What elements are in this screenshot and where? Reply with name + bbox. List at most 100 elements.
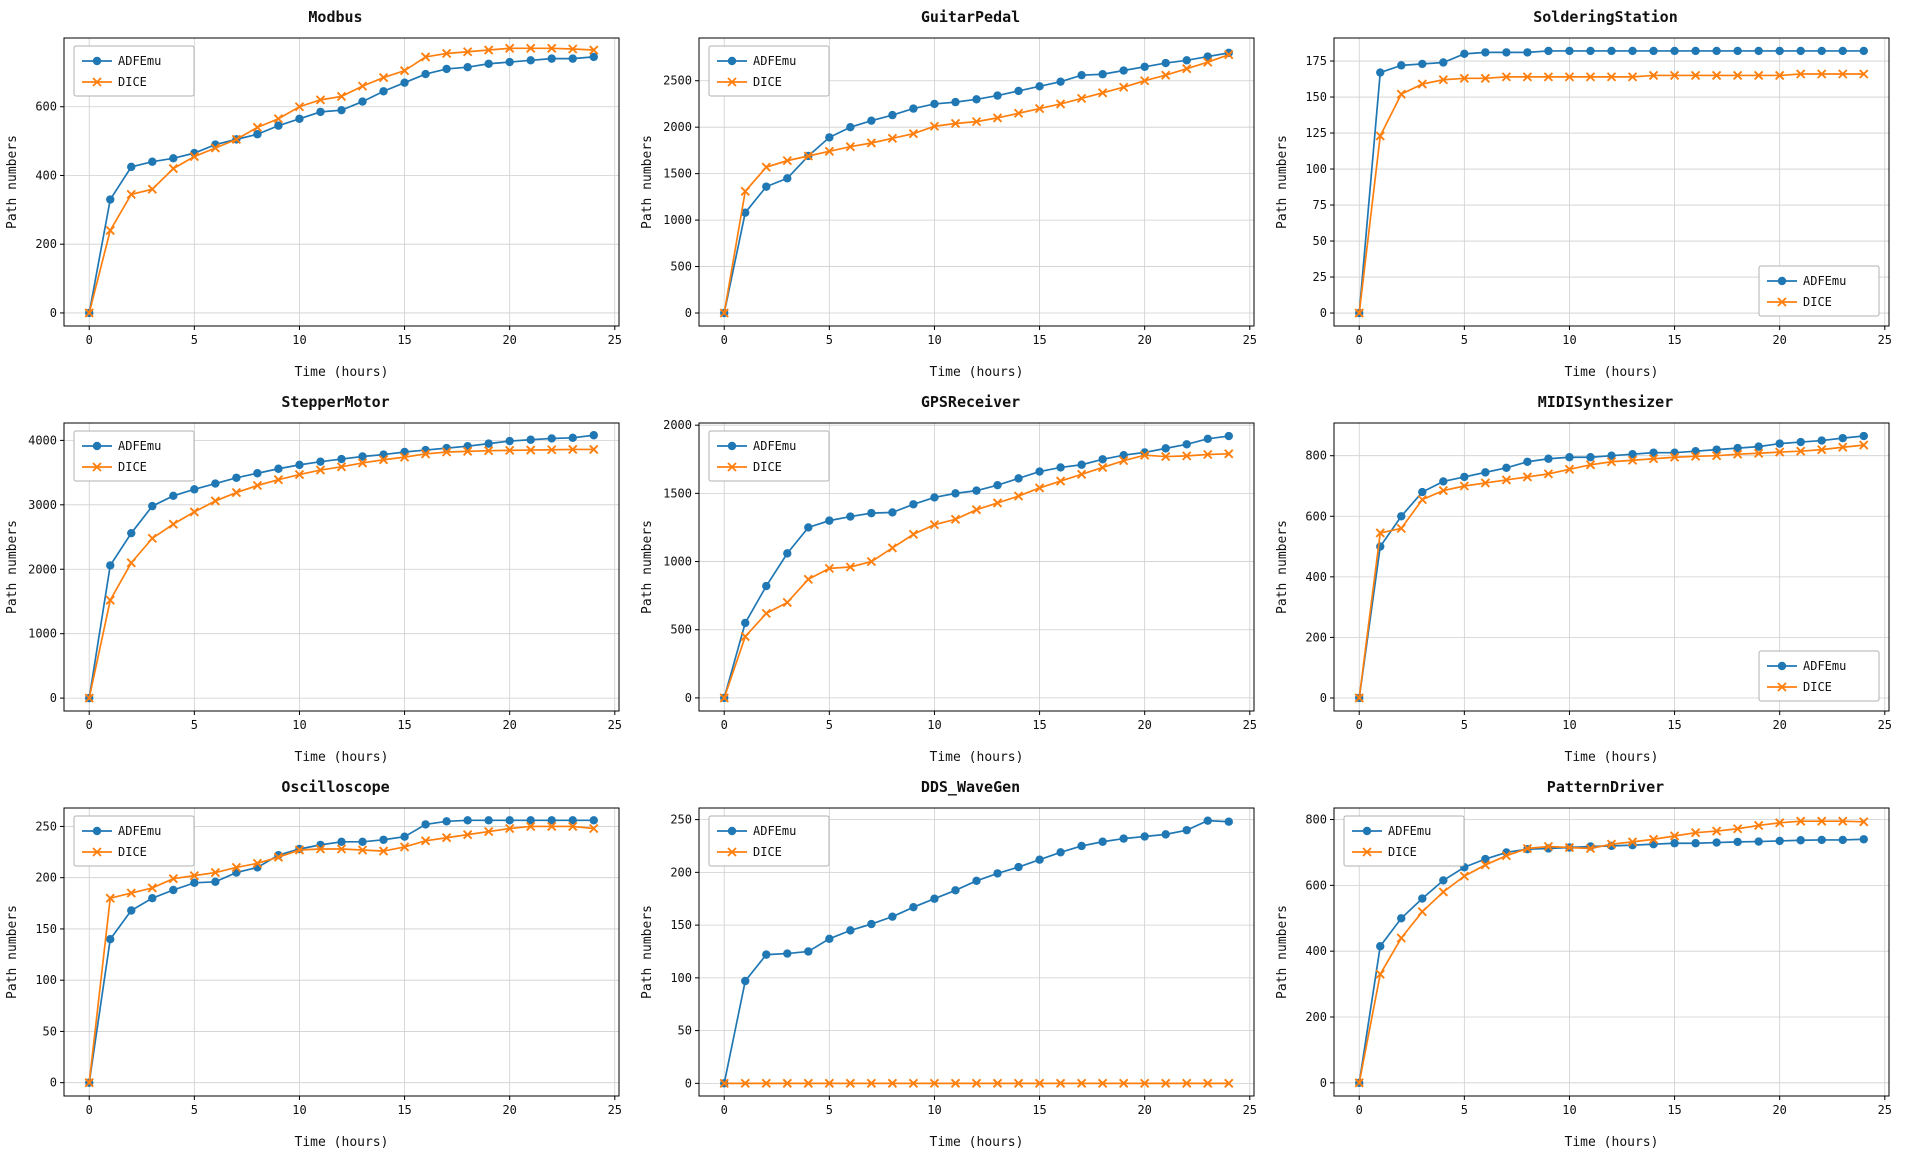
marker-circle [92,441,102,451]
marker-circle [825,934,834,944]
x-axis-label: Time (hours) [295,750,389,765]
marker-circle [1712,46,1721,56]
marker-x [1375,131,1385,141]
tick-label-y: 0 [1320,691,1327,705]
marker-circle [846,122,855,132]
marker-circle [442,817,451,826]
tick-label-x: 10 [927,1103,941,1117]
tick-label-y: 250 [670,813,692,827]
tick-label-y: 75 [1313,198,1327,212]
marker-circle [1439,477,1448,486]
tick-label-y: 0 [685,1076,692,1090]
tick-label-y: 200 [1305,630,1327,644]
marker-x [845,562,856,572]
marker-x [866,556,877,567]
marker-circle [1014,862,1023,872]
tick-label-y: 150 [670,918,692,932]
tick-label-y: 1000 [28,627,57,641]
marker-circle [804,947,813,956]
marker-x [483,446,494,456]
marker-x [1775,447,1785,457]
marker-x [740,631,750,642]
marker-circle [1796,836,1805,845]
tick-label-y: 1500 [663,167,692,181]
marker-x [1501,475,1512,485]
marker-circle [1397,512,1406,521]
marker-circle [1418,894,1427,903]
marker-x [1501,72,1512,82]
marker-circle [1607,46,1616,56]
marker-x [1182,1078,1192,1089]
marker-x [1459,871,1470,881]
x-axis-label: Time (hours) [1565,365,1659,380]
marker-x [1606,72,1617,82]
marker-circle [1481,48,1490,57]
tick-label-y: 600 [35,100,57,114]
marker-circle [1397,914,1406,923]
marker-x [1438,485,1448,496]
tick-label-x: 0 [721,718,728,732]
marker-circle [741,208,750,217]
axes-frame [63,422,620,712]
tick-label-y: 50 [1313,234,1327,248]
marker-x [252,480,263,491]
x-axis-label: Time (hours) [295,1135,389,1150]
marker-circle [1712,445,1721,454]
marker-circle [1481,468,1490,477]
marker-x [1076,469,1087,479]
marker-x [908,1078,919,1089]
marker-circle [505,57,514,67]
tick-label-x: 15 [1667,333,1681,347]
marker-x [1627,455,1638,465]
marker-x [294,102,305,112]
marker-x [1203,449,1213,460]
marker-x [294,845,305,855]
marker-circle [951,886,960,895]
marker-x [1564,464,1575,475]
marker-circle [127,906,136,915]
marker-x [1669,831,1680,841]
legend-label: DICE [1803,295,1832,309]
marker-x [1690,828,1701,838]
axes-frame [698,807,1255,1097]
marker-circle [1182,440,1191,449]
tick-label-y: 600 [1305,509,1327,523]
marker-circle [1544,454,1553,463]
marker-x [866,1078,877,1089]
marker-x [887,133,898,144]
marker-circle [1754,46,1763,56]
marker-circle [867,116,876,125]
tick-label-y: 500 [670,623,692,637]
marker-x [719,308,729,318]
tick-label-x: 5 [1461,333,1468,347]
marker-circle [888,508,897,517]
marker-x [1438,75,1448,85]
legend-box [1343,815,1465,867]
marker-circle [1607,451,1616,460]
marker-x [1417,79,1427,89]
marker-x [1396,933,1406,943]
chart-title: Oscilloscope [281,778,390,796]
marker-x [231,487,242,498]
marker-circle [169,491,178,501]
legend-box [1758,265,1880,317]
marker-circle [783,549,792,558]
marker-x [105,225,115,236]
marker-x [1013,108,1024,118]
marker-x [92,77,102,87]
marker-x [336,844,347,854]
legend-label: DICE [118,845,147,859]
chart-title: PatternDriver [1546,778,1665,796]
tick-label-y: 1000 [663,555,692,569]
marker-x [231,134,242,145]
tick-label-x: 10 [292,718,306,732]
marker-circle [484,439,493,448]
marker-x [761,608,771,619]
tick-label-x: 20 [1772,333,1786,347]
legend-label: DICE [1388,845,1417,859]
marker-x [1690,70,1701,81]
plot-patterndriver: 0 5 10 15 20 25 0 200 400 600 800 Time (hours) Path … [1275,807,1892,1150]
marker-x [824,1078,835,1089]
marker-x [1055,1078,1066,1089]
